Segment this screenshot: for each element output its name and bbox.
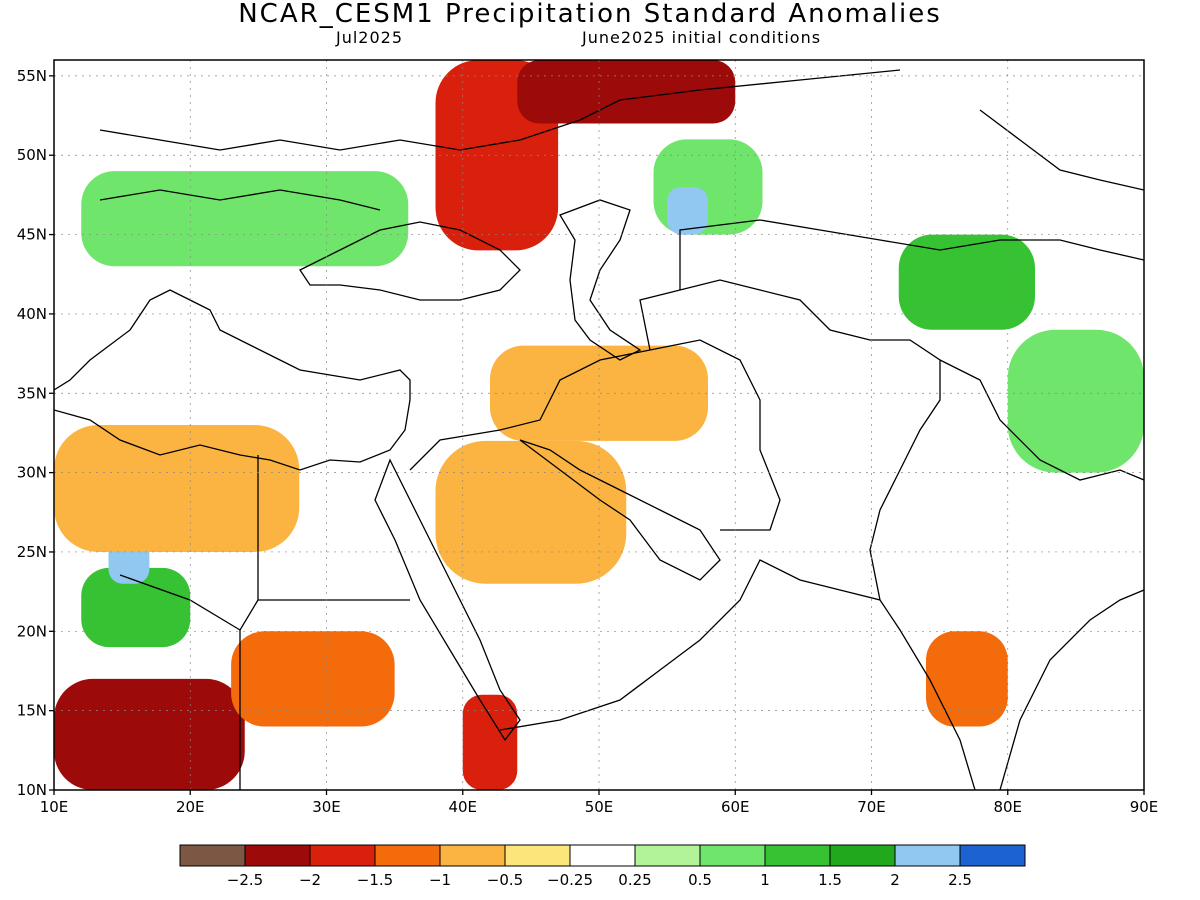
lon-tick-label: 70E	[857, 798, 886, 816]
colorbar-label: 2	[890, 871, 900, 889]
lat-tick-label: 30N	[17, 464, 47, 482]
colorbar-label: −1.5	[357, 871, 393, 889]
colorbar-legend: −2.5 −2 −1.5 −1 −0.5 −0.25 0.25 0.5 1 1.5 2 2.5	[179, 844, 1026, 889]
map-title: NCAR_CESM1 Precipitation Standard Anomal…	[238, 0, 942, 29]
colorbar-label: 0.5	[688, 871, 712, 889]
lat-tick-label: 20N	[17, 622, 47, 640]
anomaly-region-balkans-wet	[81, 171, 409, 267]
colorbar-label: −1	[429, 871, 451, 889]
colorbar-swatch	[439, 844, 506, 867]
lon-tick-label: 40E	[448, 798, 477, 816]
anomaly-region-chad-wet	[81, 567, 191, 648]
anomaly-region-tianshan-wet	[898, 234, 1035, 330]
anomaly-region-ethiopia-dry	[462, 694, 518, 790]
lat-tick-label: 50N	[17, 146, 47, 164]
colorbar-label: 1	[760, 871, 770, 889]
valid-month-label: Jul2025	[336, 28, 404, 47]
colorbar-swatch	[829, 844, 896, 867]
anomaly-region-sudan-dry	[231, 631, 395, 727]
colorbar-swatch	[569, 844, 636, 867]
colorbar-label: −0.5	[487, 871, 523, 889]
lat-tick-label: 35N	[17, 384, 47, 402]
anomaly-region-aral-very-wet	[667, 186, 708, 235]
colorbar-swatch	[764, 844, 831, 867]
colorbar-label: −0.25	[547, 871, 593, 889]
lat-tick-label: 15N	[17, 702, 47, 720]
colorbar-swatch	[699, 844, 766, 867]
lon-tick-label: 80E	[993, 798, 1022, 816]
graticule	[54, 60, 1144, 790]
colorbar-label: −2	[299, 871, 321, 889]
colorbar-label: 2.5	[948, 871, 972, 889]
longitude-axis: 10E 20E 30E 40E 50E 60E 70E 80E 90E	[40, 790, 1159, 816]
lon-tick-label: 10E	[40, 798, 69, 816]
lat-tick-label: 45N	[17, 226, 47, 244]
lat-tick-label: 10N	[17, 781, 47, 799]
colorbar-label: −2.5	[227, 871, 263, 889]
latitude-axis: 55N 50N 45N 40N 35N 30N 25N 20N 15N 10N	[17, 67, 54, 799]
colorbar-swatch	[634, 844, 701, 867]
coastlines-and-borders	[54, 69, 1144, 790]
lon-tick-label: 30E	[312, 798, 341, 816]
lon-tick-label: 60E	[721, 798, 750, 816]
colorbar-swatch	[179, 844, 246, 867]
colorbar-swatch	[244, 844, 311, 867]
colorbar-swatch	[959, 844, 1026, 867]
anomaly-region-libya-dry	[54, 425, 300, 552]
colorbar-swatch	[504, 844, 571, 867]
lat-tick-label: 40N	[17, 305, 47, 323]
anomaly-region-iran-iraq-dry	[490, 345, 708, 441]
lon-tick-label: 50E	[585, 798, 614, 816]
lon-tick-label: 90E	[1130, 798, 1159, 816]
lon-tick-label: 20E	[176, 798, 205, 816]
initial-conditions-label: June2025 initial conditions	[582, 28, 822, 47]
lat-tick-label: 25N	[17, 543, 47, 561]
colorbar-swatch	[309, 844, 376, 867]
anomaly-region-arabia-north-dry	[435, 440, 627, 584]
colorbar-swatch	[894, 844, 961, 867]
lat-tick-label: 55N	[17, 67, 47, 85]
anomaly-region-deccan-dry	[926, 631, 1008, 727]
anomaly-region-tibet-wet	[1007, 329, 1144, 473]
colorbar-swatch	[374, 844, 441, 867]
colorbar-label: 0.25	[618, 871, 651, 889]
colorbar-label: 1.5	[818, 871, 842, 889]
anomaly-region-sahel-dry	[54, 678, 245, 790]
anomaly-region-volga-dry	[517, 60, 736, 124]
